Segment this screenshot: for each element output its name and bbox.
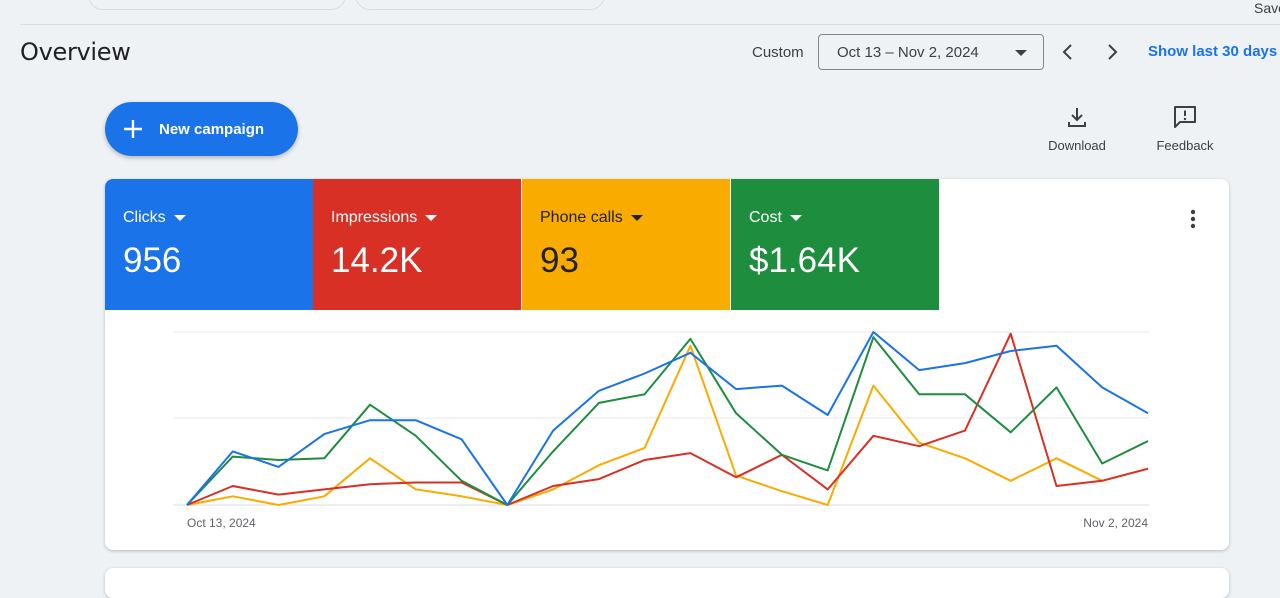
- metric-name: Phone calls: [540, 209, 643, 227]
- filter-chip[interactable]: [88, 0, 346, 10]
- feedback-label: Feedback: [1156, 138, 1214, 153]
- metric-value: $1.64K: [749, 241, 860, 280]
- top-bar: Save: [0, 0, 1280, 24]
- feedback-button[interactable]: Feedback: [1150, 104, 1220, 153]
- metric-name-text: Impressions: [331, 209, 418, 226]
- show-last-30-days-link[interactable]: Show last 30 days: [1148, 43, 1278, 60]
- download-button[interactable]: Download: [1040, 104, 1114, 153]
- metric-tab-phone-calls[interactable]: Phone calls 93: [522, 179, 730, 310]
- caret-down-icon: [630, 214, 643, 221]
- series-line-2: [186, 344, 1149, 506]
- page-title: Overview: [20, 38, 131, 66]
- series-line-3: [186, 336, 1149, 506]
- feedback-icon: [1174, 106, 1196, 128]
- metric-name-text: Cost: [749, 209, 782, 226]
- plus-icon: [124, 120, 142, 138]
- previous-period-button[interactable]: [1052, 36, 1084, 68]
- caret-down-icon: [425, 214, 438, 221]
- next-period-button[interactable]: [1096, 36, 1128, 68]
- next-card: [105, 568, 1229, 598]
- caret-down-icon: [789, 214, 802, 221]
- date-range-select[interactable]: Oct 13 – Nov 2, 2024: [818, 34, 1044, 70]
- chevron-left-icon: [1062, 44, 1072, 60]
- download-label: Download: [1048, 138, 1106, 153]
- date-range-value: Oct 13 – Nov 2, 2024: [837, 44, 979, 61]
- series-line-0: [186, 331, 1149, 506]
- save-label[interactable]: Save: [1254, 0, 1280, 16]
- metric-name-text: Clicks: [123, 209, 166, 226]
- overview-card: Clicks 956 Impressions 14.2K Phone calls…: [105, 179, 1229, 550]
- metric-tab-impressions[interactable]: Impressions 14.2K: [313, 179, 521, 310]
- caret-down-icon: [173, 214, 186, 221]
- metric-tab-cost[interactable]: Cost $1.64K: [731, 179, 939, 310]
- x-end-label: Nov 2, 2024: [1083, 516, 1148, 530]
- metric-name: Impressions: [331, 209, 438, 227]
- metric-value: 14.2K: [331, 241, 423, 280]
- filter-chip[interactable]: [355, 0, 605, 10]
- new-campaign-button[interactable]: New campaign: [105, 102, 298, 156]
- x-start-label: Oct 13, 2024: [187, 516, 256, 530]
- new-campaign-label: New campaign: [159, 121, 265, 138]
- more-options-icon[interactable]: [1183, 207, 1203, 231]
- metric-value: 956: [123, 241, 182, 280]
- range-type-label: Custom: [752, 44, 804, 61]
- caret-down-icon: [1015, 50, 1027, 56]
- metric-name: Cost: [749, 209, 802, 227]
- metric-name: Clicks: [123, 209, 186, 227]
- performance-line-chart: Oct 13, 2024 Nov 2, 2024: [173, 331, 1149, 530]
- download-icon: [1068, 108, 1086, 127]
- metric-name-text: Phone calls: [540, 209, 623, 226]
- metric-value: 93: [540, 241, 579, 280]
- chevron-right-icon: [1108, 44, 1118, 60]
- divider: [20, 24, 1280, 25]
- series-line-1: [186, 332, 1149, 506]
- metric-tab-clicks[interactable]: Clicks 956: [105, 179, 313, 310]
